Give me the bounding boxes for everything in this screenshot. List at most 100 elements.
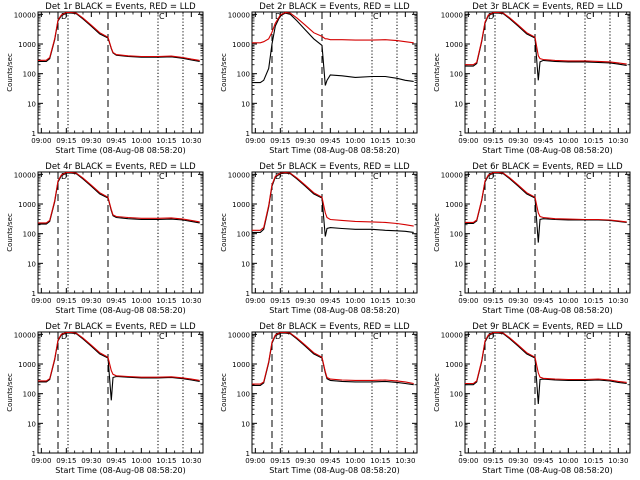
x-tick-label: 10:15 [583,457,603,465]
events-series-line [38,332,200,401]
events-series-line [465,12,627,81]
panel-marker-label: D [275,12,281,21]
y-tick-label: 10 [241,420,250,428]
y-tick-label: 1000 [18,361,36,369]
y-tick-label: 1000 [232,201,250,209]
x-tick-label: 09:15 [56,297,76,305]
y-tick-label: 100 [450,231,463,239]
lld-series-line [465,331,627,385]
chart-title: Det 6r BLACK = Events, RED = LLD [472,162,623,172]
x-tick-label: 09:30 [295,137,315,145]
x-tick-label: 10:15 [156,457,176,465]
y-tick-label: 10000 [228,11,250,19]
plot-frame [464,331,631,454]
x-tick-label: 10:15 [156,297,176,305]
y-tick-label: 10000 [14,171,36,179]
lld-series-line [38,171,200,224]
chart-title: Det 1r BLACK = Events, RED = LLD [45,2,196,12]
chart-title: Det 2r BLACK = Events, RED = LLD [259,2,410,12]
x-axis-label: Start Time (08-Aug-08 08:58:20) [269,146,400,155]
events-series-line [252,12,414,86]
x-tick-label: 10:15 [370,297,390,305]
y-tick-label: 10000 [441,331,463,339]
y-tick-label: 100 [237,231,250,239]
panel-marker-label: C [159,332,165,341]
y-axis-label: Counts/sec [433,373,441,412]
lld-series-line [37,11,200,61]
y-tick-label: 1 [459,290,463,298]
chart-panel: Det 3r BLACK = Events, RED = LLD 1 10 100 10… [433,2,631,155]
y-axis-label: Counts/sec [220,53,228,92]
y-tick-label: 1000 [445,41,463,49]
panel-marker-label: C [373,12,379,21]
y-tick-label: 10000 [14,11,36,19]
plot-frame [251,171,418,294]
x-tick-label: 10:30 [395,457,415,465]
plot-frame [37,171,204,294]
panel-marker-label: C [586,12,592,21]
chart-title: Det 9r BLACK = Events, RED = LLD [472,322,623,332]
panel-marker-label: C [586,172,592,181]
x-tick-label: 10:00 [345,137,365,145]
x-tick-label: 09:00 [245,457,265,465]
panel-marker-label: C [373,332,379,341]
y-tick-label: 100 [23,391,36,399]
y-tick-label: 1000 [18,201,36,209]
panel-marker-label: D [488,12,494,21]
y-tick-label: 1 [459,130,463,138]
x-tick-label: 09:30 [508,457,528,465]
plot-frame [251,331,418,454]
x-tick-label: 10:00 [131,457,151,465]
x-tick-label: 09:30 [81,137,101,145]
y-axis-label: Counts/sec [220,373,228,412]
y-tick-label: 100 [450,71,463,79]
x-tick-label: 10:30 [181,457,201,465]
y-tick-label: 100 [237,71,250,79]
x-tick-label: 09:30 [295,457,315,465]
x-tick-label: 09:45 [106,137,126,145]
y-tick-label: 1 [246,450,250,458]
x-tick-label: 10:00 [558,297,578,305]
x-axis-label: Start Time (08-Aug-08 08:58:20) [269,466,400,475]
x-tick-label: 10:15 [583,297,603,305]
x-tick-label: 09:00 [458,457,478,465]
y-tick-label: 1 [246,130,250,138]
y-tick-label: 1 [246,290,250,298]
events-series-line [465,172,627,243]
x-tick-label: 09:00 [31,457,51,465]
y-axis-label: Counts/sec [6,213,14,252]
panel-marker-label: C [586,332,592,341]
chart-title: Det 7r BLACK = Events, RED = LLD [45,322,196,332]
y-tick-label: 100 [23,231,36,239]
panel-marker-label: D [61,172,67,181]
y-tick-label: 1000 [232,361,250,369]
x-tick-label: 09:30 [81,457,101,465]
y-axis-label: Counts/sec [220,213,228,252]
y-tick-label: 10 [27,260,36,268]
x-tick-label: 10:15 [370,457,390,465]
x-tick-label: 09:30 [81,297,101,305]
chart-title: Det 8r BLACK = Events, RED = LLD [259,322,410,332]
y-tick-label: 10000 [441,11,463,19]
panel-marker-label: C [373,172,379,181]
panel-marker-label: D [488,172,494,181]
events-series-line [252,172,414,237]
x-tick-label: 09:00 [31,137,51,145]
chart-panel: Det 2r BLACK = Events, RED = LLD 1 10 100 10… [220,2,418,155]
x-tick-label: 09:30 [508,297,528,305]
x-tick-label: 09:15 [56,137,76,145]
x-tick-label: 09:45 [533,457,553,465]
chart-title: Det 3r BLACK = Events, RED = LLD [472,2,623,12]
plot-frame [251,11,418,134]
x-tick-label: 09:45 [533,297,553,305]
chart-panel: Det 9r BLACK = Events, RED = LLD 1 10 100 10… [433,322,631,475]
panel-marker-label: C [159,12,165,21]
x-tick-label: 10:15 [370,137,390,145]
y-tick-label: 10 [27,100,36,108]
chart-title: Det 4r BLACK = Events, RED = LLD [45,162,196,172]
x-tick-label: 10:00 [131,297,151,305]
y-axis-label: Counts/sec [433,213,441,252]
y-tick-label: 1 [32,290,36,298]
x-tick-label: 09:45 [106,457,126,465]
